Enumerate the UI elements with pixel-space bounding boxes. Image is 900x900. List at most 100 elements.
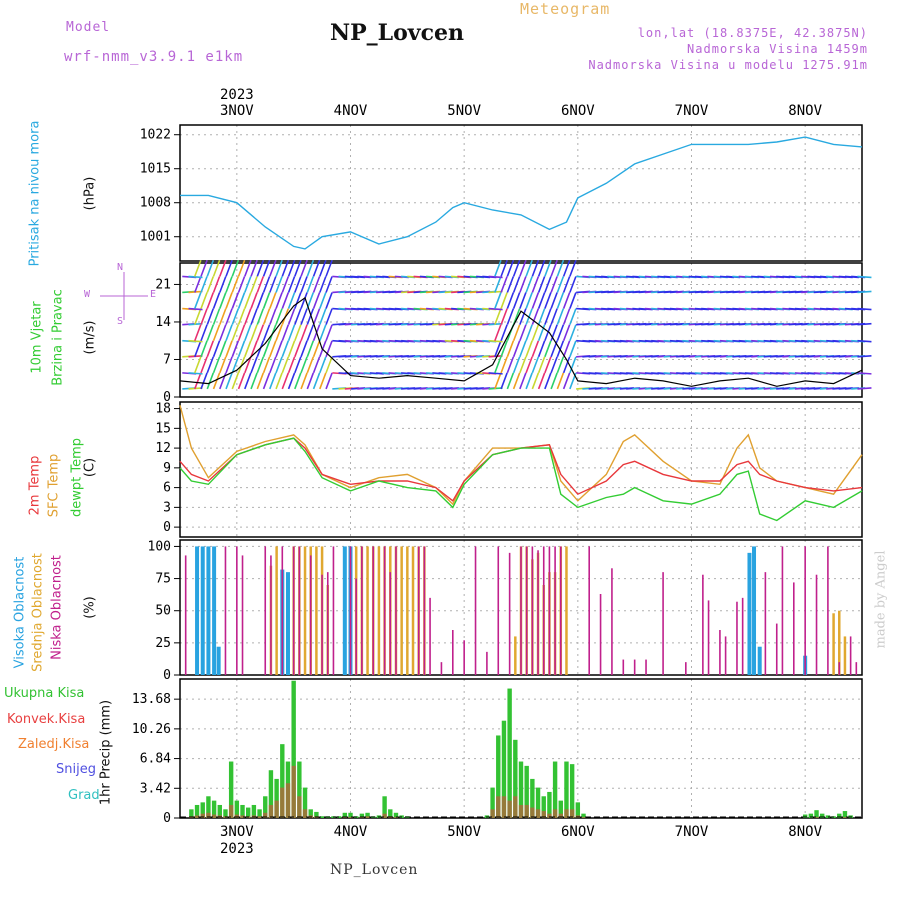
wind-arrow <box>537 308 546 325</box>
low-cloud-bar <box>355 578 357 675</box>
wind-arrow <box>319 356 327 374</box>
convective-precip-bar <box>569 809 575 818</box>
wind-arrow <box>531 356 540 374</box>
total-precip-bar <box>569 764 575 818</box>
wind-arrow <box>506 292 515 309</box>
wind-arrow <box>306 308 315 325</box>
total-precip-bar <box>223 809 228 818</box>
wind-arrow <box>494 260 502 277</box>
wind-arrow <box>275 356 283 374</box>
product-title: Meteogram <box>520 0 611 18</box>
wind-arrow <box>250 372 258 390</box>
year-label-top: 2023 <box>220 87 254 103</box>
wind-arrow <box>269 292 277 309</box>
model-label: Model <box>66 20 111 35</box>
wind-arrow <box>206 324 215 342</box>
precip-legend-convective: Konvek.Kisa <box>7 712 86 727</box>
low-cloud-bar <box>486 651 488 675</box>
y-tick-label: 9 <box>163 461 171 476</box>
high-cloud-bar <box>206 546 211 675</box>
wind-arrow <box>544 372 552 390</box>
wind-arrow <box>500 276 508 293</box>
wind-arrow <box>250 340 258 358</box>
total-precip-bar <box>365 812 370 818</box>
wind-arrow <box>219 292 227 309</box>
day-label-top: 8NOV <box>788 103 822 119</box>
wind-arrow <box>544 276 552 293</box>
low-cloud-bar <box>559 546 562 675</box>
y-tick-label: 7 <box>163 352 171 367</box>
convective-precip-bar <box>382 813 387 818</box>
mid-cloud-bar <box>400 546 403 675</box>
convective-precip-bar <box>558 813 563 818</box>
wind-arrow <box>231 372 240 390</box>
total-precip-bar <box>217 804 222 818</box>
total-precip-bar <box>552 761 558 818</box>
low-cloud-bar <box>264 546 267 675</box>
total-precip-bar <box>564 761 569 818</box>
precip-legend-frozen: Zaledj.Kisa <box>18 737 90 752</box>
wind-arrow <box>494 324 502 342</box>
convective-precip-bar <box>200 813 205 818</box>
convective-precip-bar <box>507 800 512 818</box>
wind-arrow <box>294 276 302 293</box>
low-cloud-bar <box>417 546 420 675</box>
wind-arrow <box>262 340 271 358</box>
total-precip-bar <box>513 739 518 818</box>
low-cloud-bar <box>525 546 528 675</box>
wind-arrow <box>250 308 258 325</box>
wind-arrow <box>519 260 527 277</box>
high-cloud-bar <box>342 546 347 675</box>
wind-arrow <box>544 356 552 374</box>
total-precip-bar <box>842 811 848 818</box>
wind-arrow <box>556 292 565 309</box>
y-tick-label: 10.26 <box>132 722 171 737</box>
wind-arrow <box>237 324 246 342</box>
wind-arrow <box>300 276 308 293</box>
low-cloud-bar <box>224 546 227 675</box>
convective-precip-bar <box>524 804 529 818</box>
low-cloud-bar <box>645 659 647 675</box>
wind-arrow <box>312 292 321 309</box>
wind-arrow <box>231 292 240 309</box>
wind-arrow <box>262 276 271 293</box>
low-cloud-bar <box>383 546 386 675</box>
wind-arrow <box>294 292 302 309</box>
low-cloud-bar <box>423 546 426 675</box>
wind-arrow <box>319 308 327 325</box>
wind-arrow <box>269 372 277 390</box>
wind-arrow <box>519 308 527 325</box>
total-precip-bar <box>348 812 353 818</box>
sfc-temp-line <box>179 405 863 506</box>
footer-station: NP_Lovcen <box>330 862 419 878</box>
wind-arrow <box>275 308 283 325</box>
low-cloud-bar <box>764 572 767 675</box>
wind-arrow <box>562 356 571 374</box>
total-precip-bar <box>581 813 586 818</box>
wind-arrow <box>550 308 558 325</box>
low-cloud-bar <box>292 546 295 675</box>
low-cloud-bar <box>622 659 625 675</box>
low-cloud-bar <box>321 574 323 675</box>
low-cloud-bar <box>440 662 443 675</box>
y-tick-label: 14 <box>155 315 171 330</box>
day-label-top: 3NOV <box>220 103 254 119</box>
y-tick-label: 0 <box>163 520 171 535</box>
wind-arrow <box>506 308 515 325</box>
mid-cloud-bar <box>275 546 278 675</box>
wind-arrow <box>269 340 277 358</box>
wind-arrow <box>531 308 540 325</box>
wind-arrow <box>256 276 265 293</box>
wind-arrow <box>294 324 302 342</box>
wind-arrow <box>488 307 503 311</box>
wind-arrow <box>319 292 327 309</box>
total-precip-bar <box>211 800 217 818</box>
wind-arrow <box>194 308 202 325</box>
wind-arrow <box>231 340 240 358</box>
wind-arrow <box>562 308 571 325</box>
wind-arrow <box>200 308 208 325</box>
wind-arrow <box>562 372 571 390</box>
y-tick-label: 3 <box>163 500 171 515</box>
wind-arrow <box>200 340 208 358</box>
wind-arrow <box>256 292 265 309</box>
